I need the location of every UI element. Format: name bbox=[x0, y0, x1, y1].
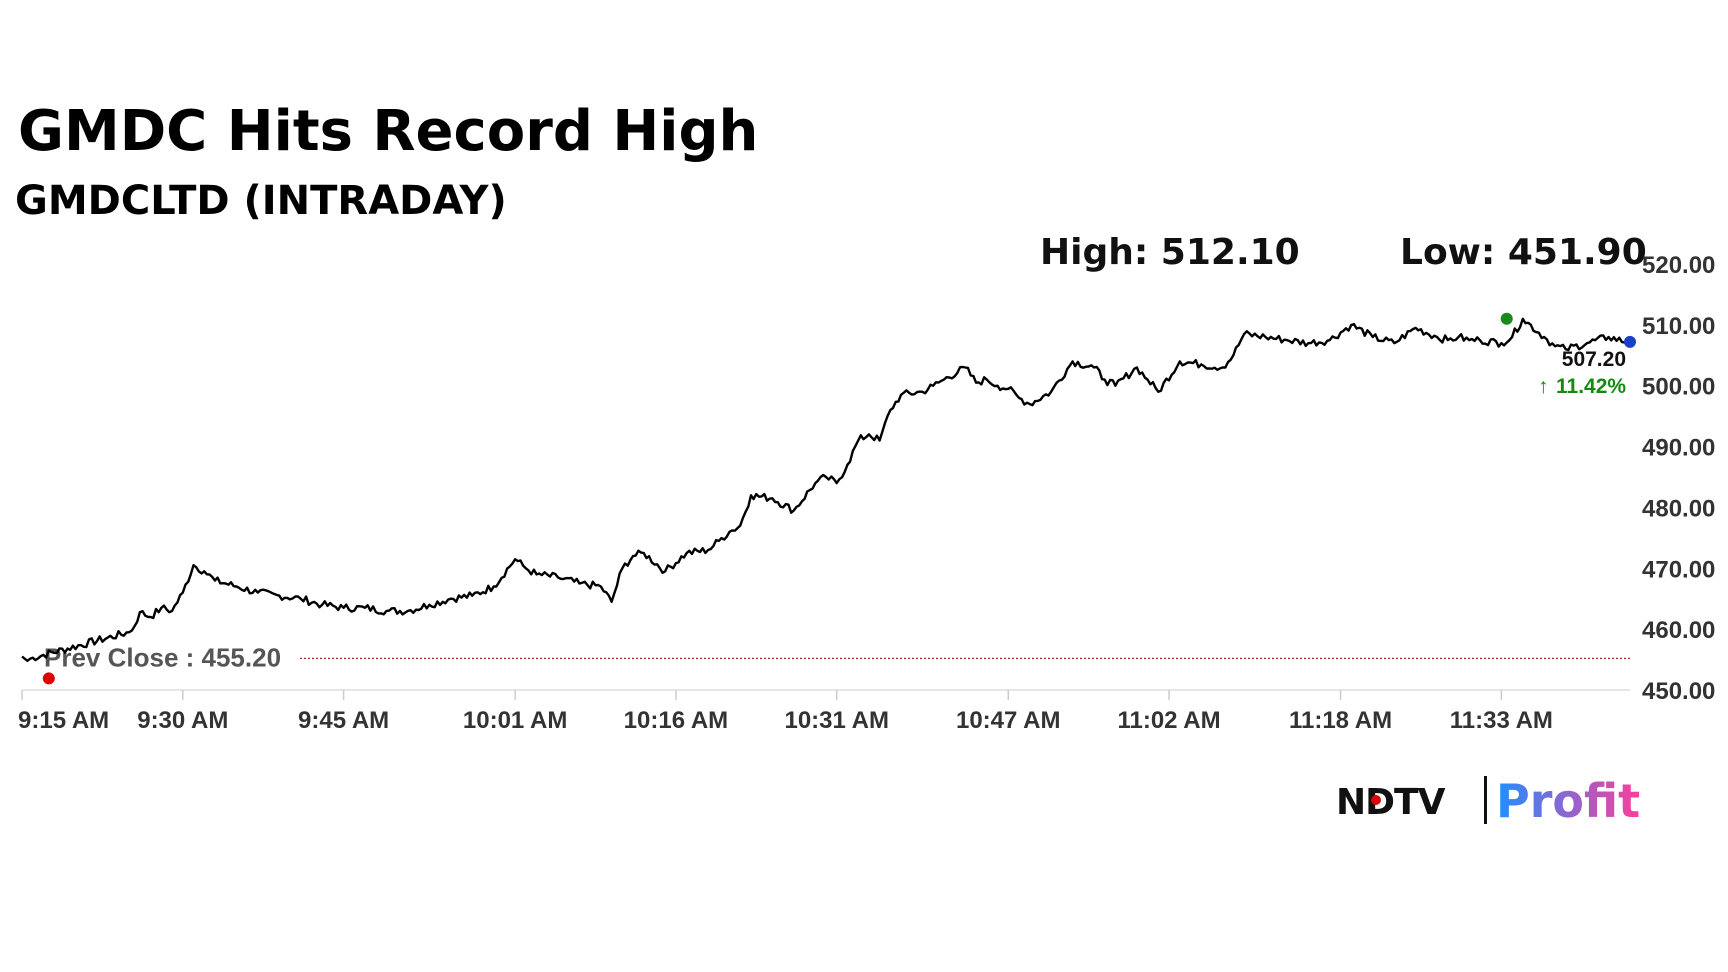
low-stat: Low: 451.90 bbox=[1400, 232, 1647, 273]
open-marker bbox=[42, 672, 55, 685]
price-line bbox=[21, 317, 1631, 662]
x-tick-label: 10:31 AM bbox=[784, 707, 888, 734]
day-high-marker bbox=[1500, 312, 1513, 325]
change-percent-label: 11.42% bbox=[1556, 375, 1626, 398]
x-tick-label: 10:01 AM bbox=[463, 707, 567, 734]
y-tick-label: 500.00 bbox=[1642, 374, 1715, 401]
x-tick-label: 10:16 AM bbox=[624, 707, 728, 734]
x-tick-label: 11:33 AM bbox=[1450, 707, 1553, 734]
high-stat: High: 512.10 bbox=[1040, 232, 1300, 273]
x-axis: 9:15 AM 9:30 AM 9:45 AM 10:01 AM 10:16 AM 10:… bbox=[18, 689, 1630, 734]
prev-close-label: Prev Close : 455.20 bbox=[44, 642, 281, 672]
ndtv-dot-icon bbox=[1371, 795, 1381, 805]
profit-wordmark: Profit bbox=[1496, 774, 1640, 828]
x-tick-label: 10:47 AM bbox=[956, 707, 1060, 734]
ndtv-profit-logo: NDTV Profit bbox=[1336, 774, 1640, 828]
x-tick-label: 11:02 AM bbox=[1117, 707, 1220, 734]
y-axis: 450.00 460.00 470.00 480.00 490.00 500.00 510.… bbox=[1642, 252, 1715, 705]
y-tick-label: 480.00 bbox=[1642, 495, 1715, 522]
y-tick-label: 460.00 bbox=[1642, 617, 1715, 644]
chart-subtitle: GMDCLTD (INTRADAY) bbox=[15, 178, 507, 224]
y-tick-label: 470.00 bbox=[1642, 556, 1715, 583]
ndtv-wordmark: NDTV bbox=[1336, 782, 1446, 823]
markers bbox=[42, 312, 1636, 685]
logo-divider bbox=[1484, 776, 1487, 824]
series-group bbox=[21, 317, 1631, 662]
y-tick-label: 510.00 bbox=[1642, 313, 1715, 340]
y-tick-label: 490.00 bbox=[1642, 435, 1715, 462]
chart-title: GMDC Hits Record High bbox=[18, 99, 758, 164]
x-tick-label: 9:30 AM bbox=[137, 707, 228, 734]
y-tick-label: 450.00 bbox=[1642, 678, 1715, 705]
prev-close-group: Prev Close : 455.20 bbox=[44, 642, 1630, 672]
last-price-label: 507.20 bbox=[1562, 348, 1626, 371]
x-tick-label: 9:45 AM bbox=[298, 707, 389, 734]
x-tick-label: 9:15 AM bbox=[18, 707, 109, 734]
y-tick-label: 520.00 bbox=[1642, 252, 1715, 279]
x-tick-label: 11:18 AM bbox=[1289, 707, 1392, 734]
change-group: ↑ 11.42% bbox=[1538, 375, 1626, 398]
up-arrow-icon: ↑ bbox=[1538, 375, 1549, 398]
last-price-marker bbox=[1624, 335, 1636, 348]
